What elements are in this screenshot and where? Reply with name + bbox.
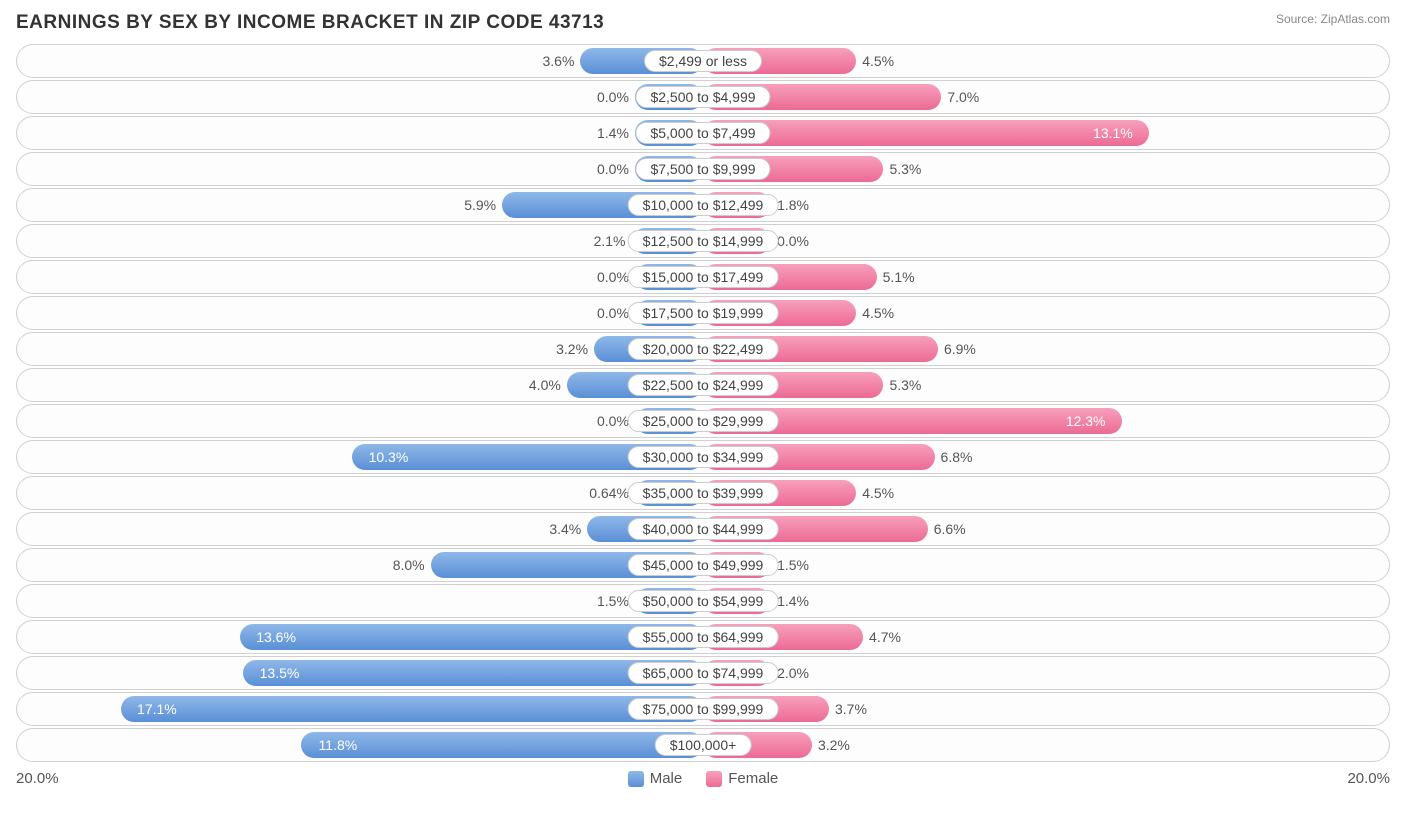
category-label: $12,500 to $14,999 — [628, 230, 779, 252]
female-value-label: 5.3% — [889, 161, 921, 177]
male-value-label: 13.5% — [260, 665, 300, 681]
chart-row: 4.0% 5.3% $22,500 to $24,999 — [16, 368, 1390, 402]
female-value-label: 1.8% — [777, 197, 809, 213]
chart-row: 0.0% 12.3% $25,000 to $29,999 — [16, 404, 1390, 438]
female-value-label: 5.3% — [889, 377, 921, 393]
chart-header: EARNINGS BY SEX BY INCOME BRACKET IN ZIP… — [16, 12, 1390, 34]
category-label: $75,000 to $99,999 — [628, 698, 779, 720]
male-value-label: 3.4% — [549, 521, 581, 537]
male-value-label: 1.5% — [597, 593, 629, 609]
female-value-label: 5.1% — [883, 269, 915, 285]
category-label: $25,000 to $29,999 — [628, 410, 779, 432]
category-label: $17,500 to $19,999 — [628, 302, 779, 324]
chart-row: 2.1% 0.0%$12,500 to $14,999 — [16, 224, 1390, 258]
category-label: $40,000 to $44,999 — [628, 518, 779, 540]
female-value-label: 4.5% — [862, 53, 894, 69]
female-swatch — [706, 771, 722, 787]
female-value-label: 13.1% — [1093, 125, 1133, 141]
chart-row: 13.5% 2.0%$65,000 to $74,999 — [16, 656, 1390, 690]
legend: Male Female — [628, 770, 779, 787]
female-value-label: 4.5% — [862, 485, 894, 501]
chart-source: Source: ZipAtlas.com — [1276, 12, 1390, 26]
male-value-label: 0.0% — [597, 269, 629, 285]
male-value-label: 0.0% — [597, 89, 629, 105]
category-label: $50,000 to $54,999 — [628, 590, 779, 612]
female-value-label: 7.0% — [947, 89, 979, 105]
axis-left-max: 20.0% — [16, 770, 59, 787]
chart-row: 5.9% 1.8%$10,000 to $12,499 — [16, 188, 1390, 222]
chart-row: 1.4% 13.1% $5,000 to $7,499 — [16, 116, 1390, 150]
chart-row: 17.1% 3.7% $75,000 to $99,999 — [16, 692, 1390, 726]
chart-row: 1.5% 1.4%$50,000 to $54,999 — [16, 584, 1390, 618]
female-value-label: 3.7% — [835, 701, 867, 717]
female-value-label: 6.6% — [934, 521, 966, 537]
male-value-label: 0.0% — [597, 305, 629, 321]
legend-female-label: Female — [728, 770, 778, 787]
category-label: $10,000 to $12,499 — [628, 194, 779, 216]
male-value-label: 2.1% — [594, 233, 626, 249]
male-value-label: 0.0% — [597, 413, 629, 429]
chart-row: 3.2% 6.9% $20,000 to $22,499 — [16, 332, 1390, 366]
male-value-label: 13.6% — [256, 629, 296, 645]
category-label: $30,000 to $34,999 — [628, 446, 779, 468]
female-value-label: 1.5% — [777, 557, 809, 573]
legend-male: Male — [628, 770, 683, 787]
category-label: $20,000 to $22,499 — [628, 338, 779, 360]
male-swatch — [628, 771, 644, 787]
chart-row: 3.4% 6.6% $40,000 to $44,999 — [16, 512, 1390, 546]
chart-row: 0.0% 5.3% $7,500 to $9,999 — [16, 152, 1390, 186]
chart-row: 13.6% 4.7% $55,000 to $64,999 — [16, 620, 1390, 654]
legend-female: Female — [706, 770, 778, 787]
female-value-label: 12.3% — [1066, 413, 1106, 429]
male-value-label: 4.0% — [529, 377, 561, 393]
female-value-label: 0.0% — [777, 233, 809, 249]
male-bar — [301, 732, 703, 758]
diverging-bar-chart: 3.6% 4.5% $2,499 or less 0.0% 7.0% $2,500 to … — [16, 44, 1390, 762]
male-value-label: 0.64% — [589, 485, 629, 501]
male-value-label: 11.8% — [319, 737, 358, 753]
category-label: $22,500 to $24,999 — [628, 374, 779, 396]
female-value-label: 4.7% — [869, 629, 901, 645]
male-value-label: 3.2% — [556, 341, 588, 357]
category-label: $45,000 to $49,999 — [628, 554, 779, 576]
category-label: $35,000 to $39,999 — [628, 482, 779, 504]
male-bar — [121, 696, 703, 722]
category-label: $100,000+ — [655, 734, 752, 756]
male-value-label: 3.6% — [543, 53, 575, 69]
female-value-label: 3.2% — [818, 737, 850, 753]
category-label: $15,000 to $17,499 — [628, 266, 779, 288]
male-value-label: 1.4% — [597, 125, 629, 141]
category-label: $2,499 or less — [644, 50, 762, 72]
male-value-label: 5.9% — [464, 197, 496, 213]
female-value-label: 1.4% — [777, 593, 809, 609]
male-value-label: 8.0% — [393, 557, 425, 573]
category-label: $2,500 to $4,999 — [635, 86, 770, 108]
chart-row: 10.3% 6.8% $30,000 to $34,999 — [16, 440, 1390, 474]
legend-male-label: Male — [650, 770, 683, 787]
category-label: $5,000 to $7,499 — [635, 122, 770, 144]
chart-title: EARNINGS BY SEX BY INCOME BRACKET IN ZIP… — [16, 12, 604, 34]
chart-row: 0.64% 4.5% $35,000 to $39,999 — [16, 476, 1390, 510]
chart-footer: 20.0% Male Female 20.0% — [16, 770, 1390, 787]
chart-row: 8.0% 1.5%$45,000 to $49,999 — [16, 548, 1390, 582]
axis-right-max: 20.0% — [1347, 770, 1390, 787]
male-value-label: 0.0% — [597, 161, 629, 177]
chart-row: 11.8% 3.2% $100,000+ — [16, 728, 1390, 762]
chart-row: 0.0% 4.5% $17,500 to $19,999 — [16, 296, 1390, 330]
chart-row: 0.0% 7.0% $2,500 to $4,999 — [16, 80, 1390, 114]
male-value-label: 17.1% — [137, 701, 177, 717]
male-value-label: 10.3% — [369, 449, 409, 465]
chart-row: 0.0% 5.1% $15,000 to $17,499 — [16, 260, 1390, 294]
chart-row: 3.6% 4.5% $2,499 or less — [16, 44, 1390, 78]
female-value-label: 6.8% — [941, 449, 973, 465]
female-value-label: 4.5% — [862, 305, 894, 321]
category-label: $65,000 to $74,999 — [628, 662, 779, 684]
female-value-label: 2.0% — [777, 665, 809, 681]
female-value-label: 6.9% — [944, 341, 976, 357]
category-label: $7,500 to $9,999 — [635, 158, 770, 180]
category-label: $55,000 to $64,999 — [628, 626, 779, 648]
